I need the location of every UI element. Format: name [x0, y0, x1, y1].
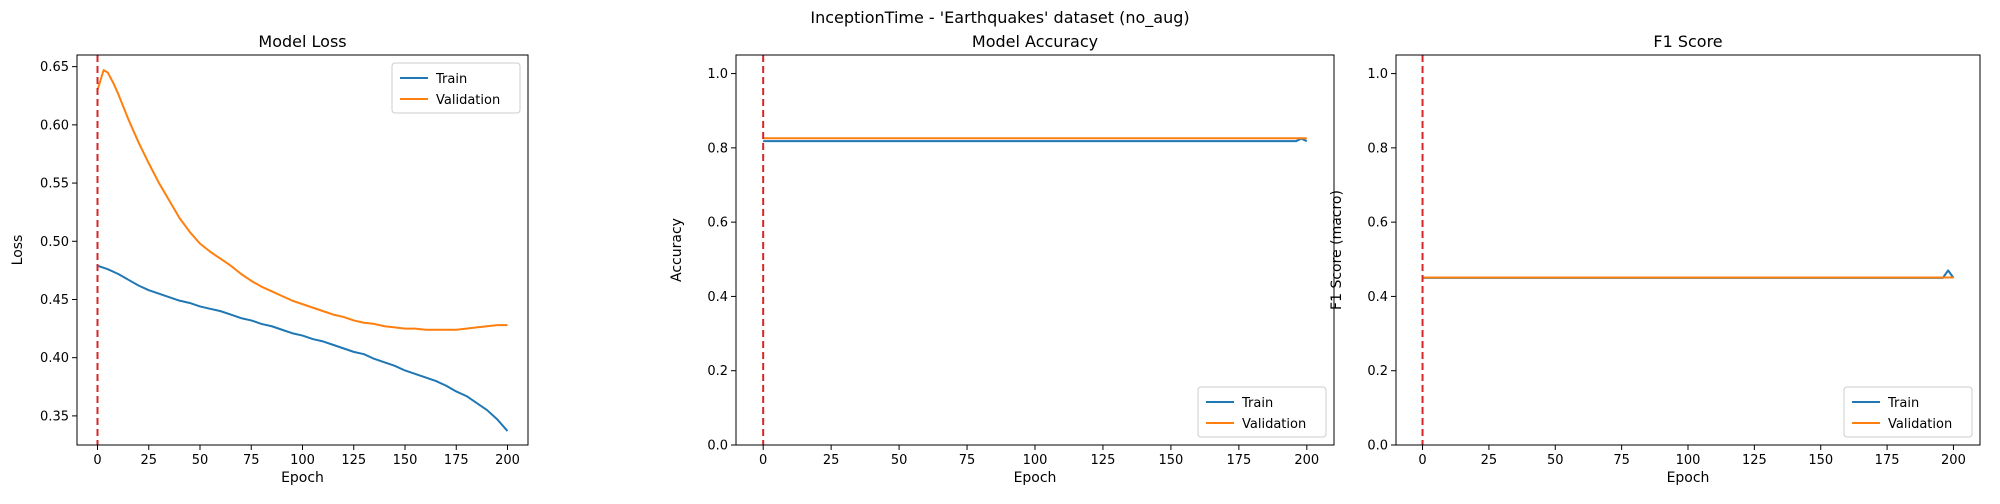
y-tick-label: 0.40 — [40, 351, 69, 366]
x-tick-label: 200 — [1294, 453, 1319, 468]
legend: Train Validation — [1843, 386, 1973, 438]
y-tick-label: 0.2 — [1367, 364, 1388, 379]
x-tick-label: 25 — [1481, 453, 1498, 468]
x-tick-label: 125 — [1091, 453, 1116, 468]
x-tick-label: 150 — [393, 453, 418, 468]
series-group — [96, 69, 509, 432]
x-tick-label: 200 — [1941, 453, 1966, 468]
legend-box — [1843, 386, 1973, 438]
y-axis-label: F1 Score (macro) — [1329, 190, 1345, 310]
x-tick-label: 75 — [959, 453, 976, 468]
x-tick-label: 175 — [1875, 453, 1900, 468]
figure-title: InceptionTime - 'Earthquakes' dataset (n… — [810, 8, 1190, 27]
y-tick-label: 0.45 — [40, 293, 69, 308]
chart-panel-2: Model Accuracy 0 25 50 75 100 125 150 175 200 0.0 0… — [669, 32, 1335, 486]
x-tick-label: 0 — [93, 453, 101, 468]
legend: Train Validation — [1197, 386, 1327, 438]
y-tick-label: 1.0 — [1367, 67, 1388, 82]
x-tick-label: 75 — [1613, 453, 1630, 468]
y-tick-label: 0.0 — [1367, 439, 1388, 454]
x-tick-label: 125 — [1742, 453, 1767, 468]
y-tick-label: 0.8 — [707, 141, 728, 156]
y-axis-label: Accuracy — [669, 218, 685, 282]
x-tick-label: 0 — [1418, 453, 1426, 468]
y-tick-label: 0.4 — [707, 290, 728, 305]
y-tick-label: 0.8 — [1367, 141, 1388, 156]
series-group — [1422, 269, 1955, 279]
x-tick-label: 175 — [444, 453, 469, 468]
legend-label-validation: Validation — [436, 93, 500, 108]
chart-title: F1 Score — [1653, 32, 1722, 51]
chart-panel-3: F1 Score 0 25 50 75 100 125 150 175 200 0.0 0.2 0.4 0… — [1329, 32, 1981, 486]
x-tick-label: 50 — [1547, 453, 1564, 468]
series-line-train — [763, 137, 1308, 143]
x-tick-label: 75 — [243, 453, 260, 468]
chart-title: Model Accuracy — [972, 32, 1098, 51]
y-tick-label: 0.50 — [40, 235, 69, 250]
legend-label-validation: Validation — [1888, 417, 1952, 432]
x-tick-label: 50 — [891, 453, 908, 468]
legend-label-validation: Validation — [1242, 417, 1306, 432]
x-tick-label: 175 — [1226, 453, 1251, 468]
legend-label-train: Train — [1241, 396, 1273, 411]
y-tick-label: 0.6 — [1367, 216, 1388, 231]
x-tick-label: 25 — [823, 453, 840, 468]
series-line-validation — [96, 69, 508, 331]
series-group — [763, 137, 1308, 143]
x-tick-label: 50 — [192, 453, 209, 468]
legend-box — [1197, 386, 1327, 438]
x-tick-label: 100 — [1023, 453, 1048, 468]
x-tick-label: 200 — [495, 453, 520, 468]
x-tick-label: 100 — [290, 453, 315, 468]
legend-box — [391, 62, 521, 114]
x-tick-label: 125 — [341, 453, 366, 468]
x-tick-label: 150 — [1808, 453, 1833, 468]
y-tick-label: 0.6 — [707, 216, 728, 231]
x-axis-label: Epoch — [1014, 470, 1057, 486]
x-tick-label: 100 — [1676, 453, 1701, 468]
legend-label-train: Train — [435, 72, 467, 87]
legend-label-train: Train — [1887, 396, 1919, 411]
x-tick-label: 0 — [759, 453, 767, 468]
y-tick-label: 0.65 — [40, 60, 69, 75]
series-line-train — [97, 264, 509, 432]
y-tick-label: 0.35 — [40, 409, 69, 424]
y-tick-label: 0.55 — [40, 177, 69, 192]
legend: Train Validation — [391, 62, 521, 114]
y-axis-label: Loss — [10, 235, 26, 266]
y-tick-label: 0.2 — [707, 364, 728, 379]
chart-title: Model Loss — [258, 32, 346, 51]
x-axis-label: Epoch — [1667, 470, 1710, 486]
x-tick-label: 25 — [140, 453, 157, 468]
y-tick-label: 0.4 — [1367, 290, 1388, 305]
y-tick-label: 0.0 — [707, 439, 728, 454]
y-tick-label: 1.0 — [707, 67, 728, 82]
y-tick-label: 0.60 — [40, 118, 69, 133]
x-axis-label: Epoch — [281, 470, 324, 486]
x-tick-label: 150 — [1158, 453, 1183, 468]
chart-panel-1: Model Loss 0 25 50 75 100 125 150 175 200 0.35 0.40… — [10, 32, 529, 486]
